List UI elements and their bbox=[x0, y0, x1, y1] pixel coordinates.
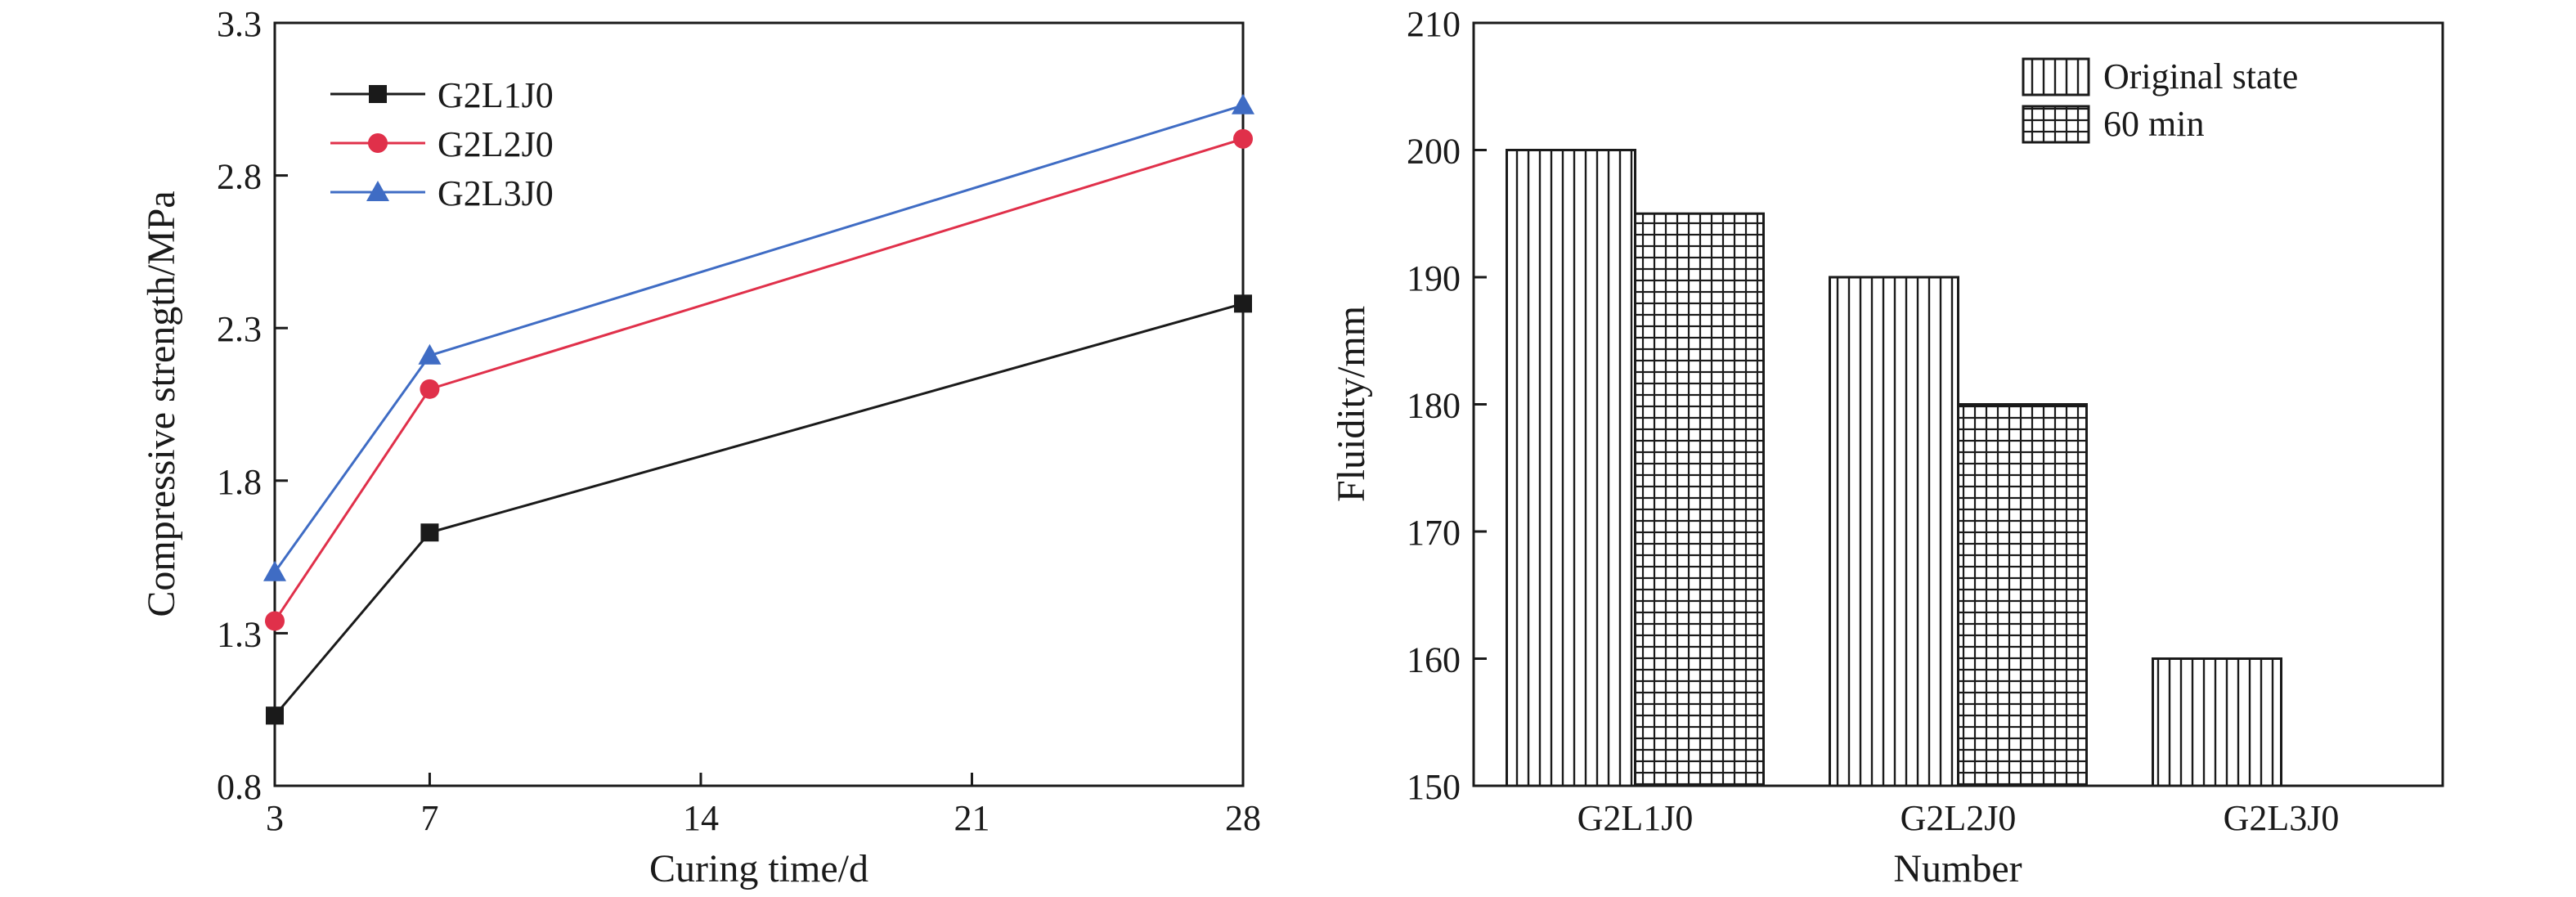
y-tick-label: 2.8 bbox=[217, 157, 262, 197]
y-tick-label: 150 bbox=[1407, 767, 1461, 807]
legend-label: G2L2J0 bbox=[438, 124, 554, 164]
circle-marker bbox=[265, 611, 285, 631]
bar-g2l1j0-original bbox=[1506, 149, 1636, 787]
bars bbox=[1506, 149, 2282, 787]
y-tick-label: 1.8 bbox=[217, 462, 262, 502]
y-tick-label: 0.8 bbox=[217, 767, 262, 807]
legend-label: G2L3J0 bbox=[438, 173, 554, 213]
x-axis-label: Number bbox=[1893, 847, 2022, 890]
line-series bbox=[263, 93, 1254, 725]
y-tick-label: 3.3 bbox=[217, 4, 262, 44]
fluidity-chart: 150 160 170 180 190 200 210 G2L1J0 G2L2J0 G2L3J0… bbox=[1330, 4, 2444, 890]
x-tick-label: G2L1J0 bbox=[1577, 798, 1694, 838]
legend-swatch bbox=[2022, 57, 2090, 96]
x-tick-label: 7 bbox=[420, 798, 438, 838]
legend: G2L1J0 G2L2J0 G2L3J0 bbox=[330, 75, 554, 213]
legend-label: G2L1J0 bbox=[438, 75, 554, 115]
square-marker bbox=[266, 706, 284, 725]
y-axis-label: Fluidity/mm bbox=[1330, 306, 1373, 502]
triangle-marker bbox=[1232, 93, 1254, 114]
legend-label: Original state bbox=[2103, 56, 2298, 96]
legend-swatch bbox=[2022, 105, 2090, 144]
series-line-g2l1j0 bbox=[273, 302, 1244, 717]
bar-g2l1j0-60min bbox=[1634, 212, 1765, 787]
circle-marker bbox=[368, 133, 388, 153]
y-tick-label: 180 bbox=[1407, 386, 1461, 426]
circle-marker bbox=[1233, 128, 1253, 149]
plot-frame bbox=[273, 21, 1245, 787]
y-axis-ticks: 150 160 170 180 190 200 210 bbox=[1407, 4, 1487, 807]
bar-g2l3j0-original bbox=[2152, 657, 2282, 787]
compressive-strength-chart: 0.8 1.3 1.8 2.3 2.8 3.3 3 7 14 21 28 G2L1J0 G2L2J0… bbox=[140, 4, 1261, 890]
series-line-g2l2j0 bbox=[273, 137, 1244, 622]
circle-marker bbox=[420, 379, 440, 399]
x-tick-label: 3 bbox=[266, 798, 284, 838]
x-tick-label: 28 bbox=[1225, 798, 1261, 838]
x-axis-ticks: G2L1J0 G2L2J0 G2L3J0 bbox=[1577, 773, 2340, 838]
y-tick-label: 2.3 bbox=[217, 309, 262, 349]
square-marker bbox=[1234, 294, 1252, 313]
triangle-marker bbox=[263, 560, 286, 581]
x-tick-label: 14 bbox=[683, 798, 719, 838]
y-tick-label: 1.3 bbox=[217, 614, 262, 654]
legend: Original state 60 min bbox=[2022, 56, 2298, 144]
y-tick-label: 200 bbox=[1407, 132, 1461, 172]
triangle-marker bbox=[418, 343, 442, 365]
series-line-g2l3j0 bbox=[273, 104, 1244, 573]
triangle-marker bbox=[366, 181, 389, 201]
y-tick-label: 170 bbox=[1407, 513, 1461, 553]
square-marker bbox=[420, 523, 439, 542]
x-tick-label: G2L2J0 bbox=[1901, 798, 2017, 838]
y-axis-label: Compressive strength/MPa bbox=[140, 191, 183, 617]
x-tick-label: G2L3J0 bbox=[2224, 798, 2340, 838]
y-axis-ticks: 0.8 1.3 1.8 2.3 2.8 3.3 bbox=[217, 4, 288, 807]
x-axis-label: Curing time/d bbox=[649, 847, 868, 890]
y-tick-label: 190 bbox=[1407, 258, 1461, 298]
bar-g2l2j0-original bbox=[1829, 276, 1959, 787]
y-tick-label: 210 bbox=[1407, 4, 1461, 44]
bar-g2l2j0-60min bbox=[1957, 403, 2088, 787]
square-marker bbox=[369, 85, 387, 103]
legend-label: 60 min bbox=[2103, 104, 2204, 144]
y-tick-label: 160 bbox=[1407, 640, 1461, 680]
x-tick-label: 21 bbox=[954, 798, 990, 838]
x-axis-ticks: 3 7 14 21 28 bbox=[266, 773, 1261, 838]
